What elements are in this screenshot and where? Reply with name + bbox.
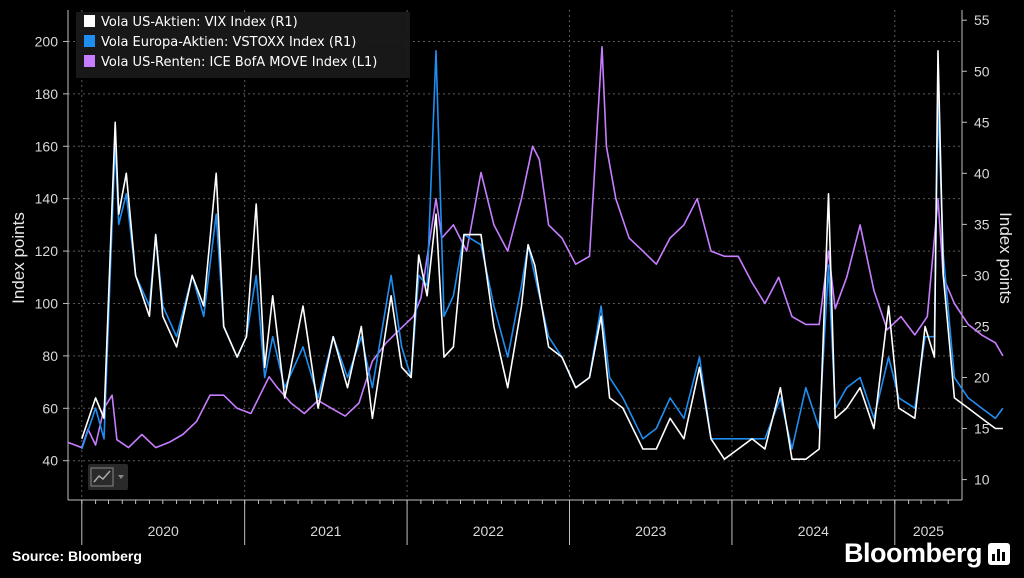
right-tick-label: 20 xyxy=(974,370,990,386)
legend: Vola US-Aktien: VIX Index (R1) Vola Europ… xyxy=(76,12,410,78)
left-tick-label: 160 xyxy=(35,138,59,154)
right-tick-label: 10 xyxy=(974,472,990,488)
bar-chart-icon xyxy=(988,542,1010,565)
left-tick-label: 180 xyxy=(35,86,59,102)
x-tick-label: 2022 xyxy=(473,523,504,539)
source-note: Source: Bloomberg xyxy=(12,548,142,564)
right-tick-label: 35 xyxy=(974,216,990,232)
chart-type-toggle[interactable] xyxy=(88,464,128,490)
right-axis-title: Index points xyxy=(996,212,1015,304)
left-tick-label: 60 xyxy=(42,400,58,416)
left-tick-label: 140 xyxy=(35,191,59,207)
x-tick-label: 2020 xyxy=(148,523,179,539)
right-tick-label: 45 xyxy=(974,114,990,130)
legend-swatch xyxy=(84,35,95,47)
axes: 4060801001201401601802001015202530354045… xyxy=(35,10,990,545)
left-tick-label: 100 xyxy=(35,295,59,311)
right-tick-label: 55 xyxy=(974,12,990,28)
bloomberg-logo: Bloomberg xyxy=(844,538,1010,569)
series-line xyxy=(81,49,1004,450)
x-tick-label: 2024 xyxy=(798,523,829,539)
series-line xyxy=(81,49,1003,461)
line-chart-icon xyxy=(90,467,124,487)
right-tick-label: 25 xyxy=(974,318,990,334)
legend-label: Vola Europa-Aktien: VSTOXX Index (R1) xyxy=(101,35,356,50)
legend-swatch xyxy=(84,55,95,67)
left-axis-title: Index points xyxy=(9,212,28,304)
series-lines xyxy=(67,45,1004,461)
legend-box xyxy=(76,12,410,78)
right-tick-label: 50 xyxy=(974,63,990,79)
x-tick-label: 2021 xyxy=(310,523,341,539)
left-tick-label: 120 xyxy=(35,243,59,259)
right-tick-label: 30 xyxy=(974,267,990,283)
x-tick-label: 2025 xyxy=(913,523,944,539)
series-line xyxy=(67,45,1004,449)
left-tick-label: 80 xyxy=(42,348,58,364)
brand-name: Bloomberg xyxy=(843,538,983,568)
legend-label: Vola US-Aktien: VIX Index (R1) xyxy=(101,15,298,30)
left-tick-label: 200 xyxy=(35,33,59,49)
legend-swatch xyxy=(84,15,95,27)
legend-label: Vola US-Renten: ICE BofA MOVE Index (L1) xyxy=(101,55,377,70)
chevron-down-icon xyxy=(118,475,124,479)
right-tick-label: 15 xyxy=(974,421,990,437)
x-tick-label: 2023 xyxy=(635,523,666,539)
left-tick-label: 40 xyxy=(42,453,58,469)
right-tick-label: 40 xyxy=(974,165,990,181)
